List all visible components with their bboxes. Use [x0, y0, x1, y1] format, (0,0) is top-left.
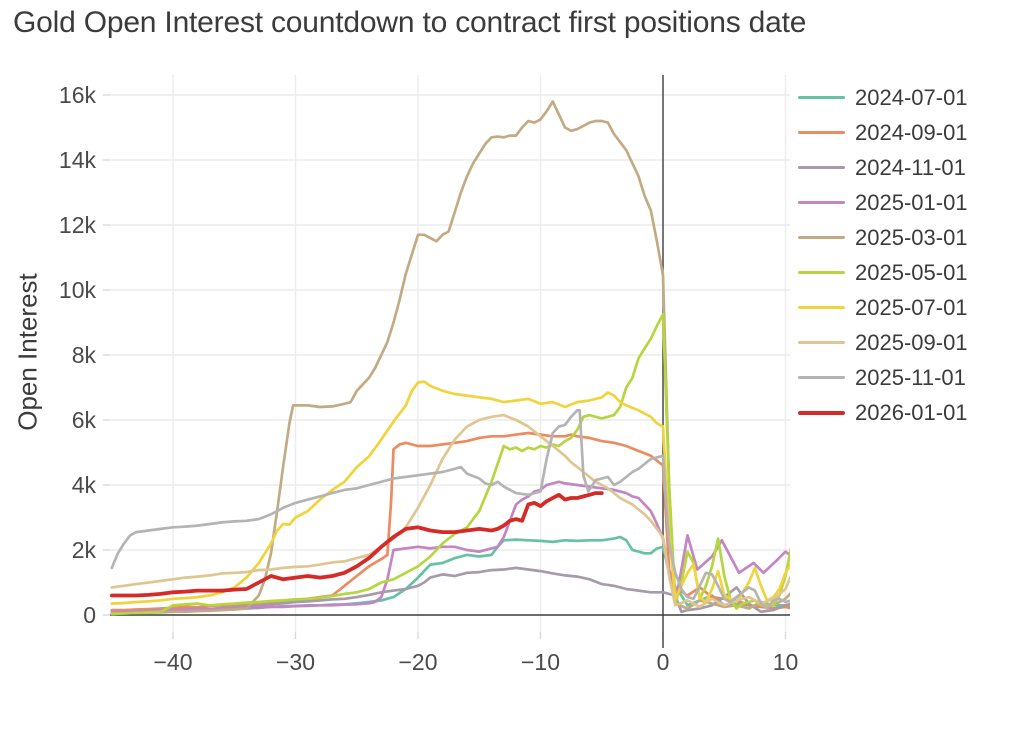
legend-line-swatch — [798, 236, 845, 239]
legend-label: 2025-01-01 — [855, 189, 968, 215]
legend-item-2025-11-01[interactable]: 2025-11-01 — [798, 360, 968, 395]
legend-label: 2025-09-01 — [855, 329, 968, 355]
x-tick-label: 10 — [773, 649, 799, 675]
y-tick-label: 6k — [72, 407, 97, 433]
y-tick-label: 4k — [72, 472, 97, 498]
legend-item-2024-11-01[interactable]: 2024-11-01 — [798, 150, 968, 185]
legend-item-2026-01-01[interactable]: 2026-01-01 — [798, 395, 968, 430]
x-tick-label: −10 — [521, 649, 560, 675]
series-line-2025-07-01 — [110, 380, 790, 605]
zero-lines — [110, 75, 790, 648]
y-tick-label: 8k — [72, 342, 97, 368]
series-lines — [110, 100, 790, 616]
legend-item-2024-07-01[interactable]: 2024-07-01 — [798, 80, 968, 115]
gridlines — [110, 75, 790, 632]
legend-label: 2025-07-01 — [855, 294, 968, 320]
legend-label: 2025-11-01 — [855, 364, 966, 390]
legend-line-swatch — [798, 306, 845, 309]
legend-label: 2026-01-01 — [855, 399, 968, 425]
x-tick-label: 0 — [657, 649, 670, 675]
legend-label: 2024-07-01 — [855, 84, 968, 110]
series-line-2024-09-01 — [110, 431, 790, 612]
legend-item-2025-05-01[interactable]: 2025-05-01 — [798, 255, 968, 290]
y-tick-label: 12k — [59, 212, 97, 238]
legend-item-2025-01-01[interactable]: 2025-01-01 — [798, 185, 968, 220]
y-tick-label: 2k — [72, 537, 97, 563]
legend-line-swatch — [798, 376, 845, 379]
legend-item-2024-09-01[interactable]: 2024-09-01 — [798, 115, 968, 150]
y-tick-label: 14k — [59, 147, 97, 173]
legend-item-2025-03-01[interactable]: 2025-03-01 — [798, 220, 968, 255]
x-tick-label: −40 — [153, 649, 192, 675]
x-tick-label: −20 — [398, 649, 437, 675]
legend-line-swatch — [798, 96, 845, 99]
tick-labels: −40 −30 −20 −10 0 10 0 2k 4k 6k 8k 10k 12k 14k 16k — [59, 82, 798, 675]
legend-line-swatch — [798, 166, 845, 169]
legend-label: 2024-09-01 — [855, 119, 968, 145]
series-line-2025-11-01 — [110, 408, 790, 610]
legend-line-swatch — [798, 271, 845, 274]
chart-title: Gold Open Interest countdown to contract… — [13, 6, 807, 39]
y-tick-label: 16k — [59, 82, 97, 108]
x-tick-label: −30 — [276, 649, 315, 675]
legend-label: 2024-11-01 — [855, 154, 966, 180]
legend-line-swatch — [798, 201, 845, 204]
y-tick-label: 0 — [83, 602, 96, 628]
series-line-2025-09-01 — [110, 413, 790, 609]
legend: 2024-07-01 2024-09-01 2024-11-01 2025-01-01… — [798, 80, 968, 430]
tick-marks — [103, 94, 787, 639]
legend-line-swatch — [798, 131, 845, 134]
series-line-2026-01-01 — [110, 491, 604, 598]
legend-line-swatch — [798, 410, 845, 415]
legend-line-swatch — [798, 341, 845, 344]
series-line-2025-05-01 — [110, 313, 790, 616]
legend-item-2025-07-01[interactable]: 2025-07-01 — [798, 290, 968, 325]
legend-label: 2025-03-01 — [855, 224, 968, 250]
legend-item-2025-09-01[interactable]: 2025-09-01 — [798, 325, 968, 360]
y-tick-label: 10k — [59, 277, 97, 303]
legend-label: 2025-05-01 — [855, 259, 968, 285]
